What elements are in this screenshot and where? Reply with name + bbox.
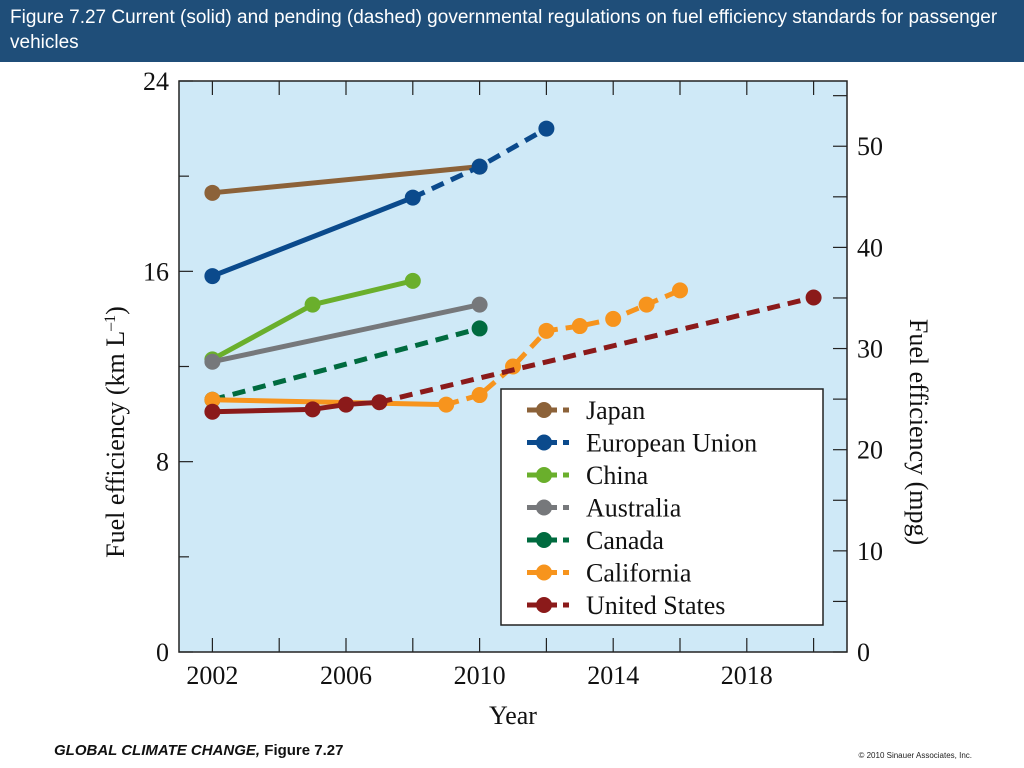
y-tick-label: 0 xyxy=(156,638,169,667)
x-tick-label: 2002 xyxy=(186,661,238,690)
data-point xyxy=(805,289,822,306)
series-line-solid xyxy=(209,302,483,365)
series-european-union xyxy=(204,120,555,285)
footer-book-name: GLOBAL CLIMATE CHANGE, xyxy=(54,742,261,759)
data-point xyxy=(204,403,221,420)
y2-axis-label: Fuel efficiency (mpg) xyxy=(904,319,933,545)
fuel-efficiency-chart: 0 8 16 24 0 10 20 30 40 50 2002 2006 2010 2014 2018 Ja… xyxy=(101,67,933,730)
y-tick-label: 24 xyxy=(143,67,169,96)
data-point xyxy=(471,158,488,175)
y-tick-label: 8 xyxy=(156,448,169,477)
data-point xyxy=(571,318,588,335)
legend-swatch-marker xyxy=(536,467,552,483)
series-line-solid xyxy=(209,399,382,415)
figure-title: Figure 7.27 Current (solid) and pending … xyxy=(10,7,998,53)
title-bar: Figure 7.27 Current (solid) and pending … xyxy=(0,0,1024,62)
legend-label: United States xyxy=(586,591,725,620)
y2-tick-label: 10 xyxy=(857,537,883,566)
y2-tick-label: 50 xyxy=(857,132,883,161)
data-point xyxy=(204,268,221,285)
footer-book-title: GLOBAL CLIMATE CHANGE, Figure 7.27 xyxy=(54,742,343,759)
y2-tick-label: 20 xyxy=(857,436,883,465)
data-point xyxy=(404,272,421,289)
legend-label: Australia xyxy=(586,494,682,523)
data-point xyxy=(471,296,488,313)
legend-label: Canada xyxy=(586,526,664,555)
footer-copyright: © 2010 Sinauer Associates, Inc. xyxy=(858,751,972,760)
x-tick-label: 2006 xyxy=(320,661,372,690)
y2-tick-label: 30 xyxy=(857,335,883,364)
x-tick-label: 2010 xyxy=(454,661,506,690)
x-axis-label: Year xyxy=(489,701,537,730)
data-point xyxy=(471,387,488,404)
legend-item-china: China xyxy=(527,461,649,490)
data-point xyxy=(538,322,555,339)
data-point xyxy=(204,353,221,370)
legend-item-european-union: European Union xyxy=(527,429,757,458)
y-tick-label: 16 xyxy=(143,257,169,286)
legend-swatch-marker xyxy=(536,532,552,548)
data-point xyxy=(638,296,655,313)
legend-swatch-marker xyxy=(536,434,552,451)
data-point xyxy=(672,282,688,299)
legend-item-united-states: United States xyxy=(527,591,725,620)
series-line-dashed xyxy=(211,326,481,403)
legend-item-japan: Japan xyxy=(527,396,645,425)
legend-label: Japan xyxy=(586,396,645,425)
footer-figure-number: Figure 7.27 xyxy=(260,742,344,759)
x-tick-label: 2018 xyxy=(721,661,773,690)
legend-item-california: California xyxy=(527,559,692,588)
data-point xyxy=(605,310,622,327)
series-layer xyxy=(204,120,822,420)
data-point xyxy=(371,394,388,411)
legend-swatch-marker xyxy=(536,402,552,418)
series-california xyxy=(204,282,688,413)
y-axis-label: Fuel efficiency (km L–1) xyxy=(101,306,130,558)
series-line-solid xyxy=(209,397,449,408)
data-point xyxy=(304,401,321,418)
legend-swatch-marker xyxy=(536,499,552,516)
data-point xyxy=(404,189,421,206)
series-united-states xyxy=(204,289,822,420)
series-line-solid xyxy=(209,164,483,196)
legend-item-canada: Canada xyxy=(527,526,664,555)
legend-label: California xyxy=(586,559,692,588)
legend-swatch-marker xyxy=(536,597,552,613)
data-point xyxy=(438,396,455,413)
data-point xyxy=(538,120,555,137)
data-point xyxy=(204,391,221,408)
legend-item-australia: Australia xyxy=(527,494,682,523)
data-point xyxy=(471,320,488,337)
legend: Japan European Union China Australia Canada C… xyxy=(500,388,824,626)
axes: 0 8 16 24 0 10 20 30 40 50 2002 2006 2010 2014 2018 xyxy=(143,67,883,690)
x-tick-label: 2014 xyxy=(587,661,639,690)
data-point xyxy=(304,296,321,313)
data-point xyxy=(338,396,354,413)
data-point xyxy=(204,184,221,201)
legend-label: China xyxy=(586,461,649,490)
series-line-dashed xyxy=(378,295,815,405)
series-line-solid xyxy=(209,195,416,279)
legend-label: European Union xyxy=(586,429,757,458)
y2-tick-label: 0 xyxy=(857,638,870,667)
legend-swatch-marker xyxy=(536,564,552,581)
y2-tick-label: 40 xyxy=(857,233,883,262)
series-australia xyxy=(204,296,488,370)
